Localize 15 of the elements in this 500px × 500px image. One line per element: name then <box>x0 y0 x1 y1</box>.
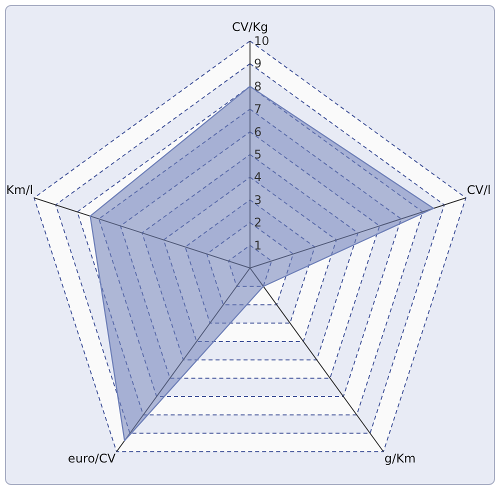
spoke-label: CV/Kg <box>232 20 268 34</box>
spoke-label: g/Km <box>384 452 416 466</box>
y-tick-label: 8 <box>254 79 262 94</box>
y-tick-label: 2 <box>254 216 262 230</box>
y-tick-label: 1 <box>254 238 262 252</box>
y-tick-label: 5 <box>254 148 262 162</box>
y-tick-label: 9 <box>254 56 262 71</box>
y-tick-label: 4 <box>254 170 262 184</box>
spoke-label: Km/l <box>6 182 34 197</box>
y-tick-label: 3 <box>254 192 262 207</box>
y-tick-label: 10 <box>254 34 270 48</box>
y-tick-label: 6 <box>254 124 262 139</box>
spoke-label: CV/l <box>466 182 491 197</box>
spoke-label: euro/CV <box>68 452 116 466</box>
y-tick-label: 7 <box>254 102 262 116</box>
